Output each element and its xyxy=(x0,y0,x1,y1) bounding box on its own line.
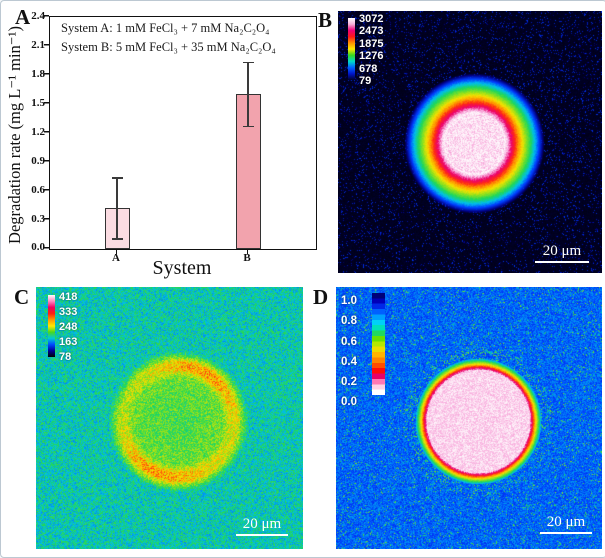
colorbar-tick: 79 xyxy=(359,74,372,87)
scale-bar-line xyxy=(535,260,589,263)
y-tick-label: 0.3 xyxy=(31,213,45,225)
colorbar-tick: 0.0 xyxy=(341,396,357,409)
colorbar-ticks: 418 333 248 163 78 xyxy=(59,290,77,364)
panel-c-heatmap: 418 333 248 163 78 20 μm xyxy=(36,287,303,549)
fluorescence-map-b xyxy=(338,11,602,273)
colorbar-gradient xyxy=(348,18,355,80)
error-bar xyxy=(116,177,118,239)
colorbar-ticks: 1.0 0.8 0.6 0.4 0.2 0.0 xyxy=(341,291,357,413)
colorbar-tick: 248 xyxy=(59,320,78,333)
error-bar xyxy=(111,177,123,179)
colorbar-tick: 3072 xyxy=(359,13,384,25)
colorbar-tick: 1875 xyxy=(359,37,384,50)
colorbar-tick: 1276 xyxy=(359,50,384,63)
error-bar xyxy=(247,62,249,127)
colorbar-gradient xyxy=(372,293,385,395)
legend-system-a: System A: 1 mM FeCl₃ + 7 mM Na₂C₂O₄ xyxy=(61,21,270,35)
legend-system-b: System B: 5 mM FeCl₃ + 35 mM Na₂C₂O₄ xyxy=(61,40,276,54)
colorbar-tick: 333 xyxy=(59,305,78,318)
colorbar-tick: 678 xyxy=(359,62,378,75)
x-axis-title: System xyxy=(152,257,212,279)
scale-bar: 20 μm xyxy=(535,243,589,263)
panel-a-bar-chart: A Degradation rate (mg L⁻¹ min⁻¹) 2.4 2.… xyxy=(1,1,336,286)
panel-b-label: B xyxy=(318,8,333,32)
colorbar-ticks: 3072 2473 1875 1276 678 79 xyxy=(359,13,383,87)
colorbar-gradient xyxy=(48,295,55,357)
y-tick-label: 1.2 xyxy=(31,126,45,138)
y-axis-tick-marks xyxy=(44,15,49,249)
x-category-label-a: A xyxy=(112,252,120,264)
y-tick-label: 0.0 xyxy=(31,241,45,253)
panel-d-heatmap: 1.0 0.8 0.6 0.4 0.2 0.0 20 μm xyxy=(336,287,602,549)
colorbar-tick: 0.4 xyxy=(341,355,357,368)
panel-d-label: D xyxy=(313,285,329,309)
x-category-label-b: B xyxy=(243,252,251,264)
error-bar xyxy=(111,238,123,240)
y-tick-label: 2.4 xyxy=(31,10,45,22)
scale-bar-label: 20 μm xyxy=(546,513,586,530)
error-bar xyxy=(242,61,254,64)
y-tick-label: 1.8 xyxy=(31,68,45,80)
panel-c-label: C xyxy=(14,285,30,309)
colorbar-tick: 418 xyxy=(59,291,78,303)
y-tick-label: 0.9 xyxy=(31,155,45,167)
scale-bar-label: 20 μm xyxy=(542,242,582,259)
plot-area: System A: 1 mM FeCl₃ + 7 mM Na₂C₂O₄ Syst… xyxy=(49,16,317,250)
x-axis-tick-mark xyxy=(115,249,117,254)
colorbar-tick: 163 xyxy=(59,335,78,348)
x-axis-tick-mark xyxy=(246,249,248,254)
y-tick-label: 0.6 xyxy=(31,184,45,196)
colorbar-tick: 1.0 xyxy=(341,295,357,307)
colorbar-tick: 0.8 xyxy=(341,315,357,328)
y-tick-label: 2.1 xyxy=(31,39,45,51)
colorbar-tick: 2473 xyxy=(359,25,384,38)
panel-b-heatmap: 3072 2473 1875 1276 678 79 20 μm xyxy=(338,11,602,273)
panel-a-label: A xyxy=(15,5,31,29)
scale-bar-line xyxy=(236,533,288,536)
scale-bar-label: 20 μm xyxy=(242,515,282,532)
y-tick-label: 1.5 xyxy=(31,97,45,109)
bar-B xyxy=(235,94,261,249)
colorbar-tick: 0.6 xyxy=(341,335,357,348)
error-bar xyxy=(242,125,254,127)
colorbar-tick: 78 xyxy=(59,350,72,363)
scale-bar-line xyxy=(540,531,592,534)
scale-bar: 20 μm xyxy=(540,514,592,534)
colorbar-tick: 0.2 xyxy=(341,376,357,389)
fluorescence-map-c xyxy=(36,287,303,549)
scale-bar: 20 μm xyxy=(236,516,288,536)
